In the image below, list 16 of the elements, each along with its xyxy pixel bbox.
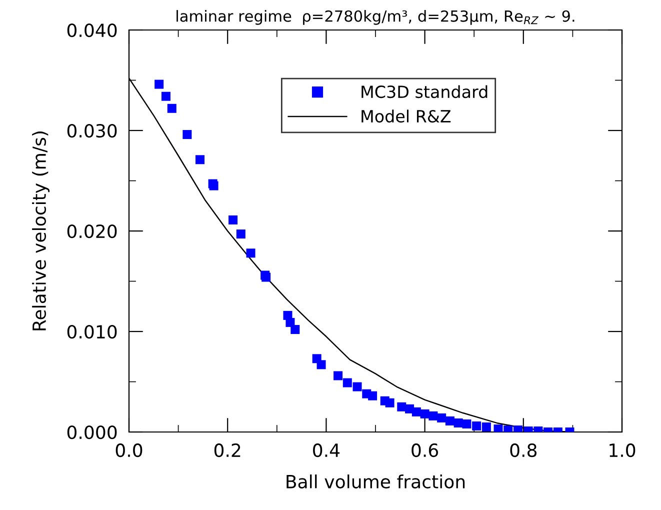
- y-tick-label: 0.010: [67, 324, 117, 339]
- y-tick-label: 0.030: [67, 124, 117, 138]
- x-axis-title: Ball volume fraction: [286, 474, 465, 488]
- x-tick-label: 0.4: [313, 443, 340, 458]
- y-axis-title: Relative velocity (m/s): [32, 132, 50, 330]
- x-tick-label: 0.6: [412, 443, 438, 458]
- chart-title: laminar regime ρ=2780kg/m³, d=253μm, Re$_{RZ}$ ~ 9.: [176, 10, 574, 25]
- x-tick-label: 0.2: [214, 443, 240, 458]
- x-tick-label: 0.8: [510, 443, 537, 458]
- y-tick-label: 0.020: [67, 224, 117, 238]
- y-tick-label: 0.040: [67, 23, 117, 38]
- x-tick-label: 1.0: [610, 443, 636, 458]
- legend-label: MC3D standard: [362, 85, 488, 98]
- x-tick-label: 0.0: [116, 443, 142, 458]
- y-tick-label: 0.000: [67, 425, 117, 440]
- legend-label: Model R&Z: [362, 110, 451, 123]
